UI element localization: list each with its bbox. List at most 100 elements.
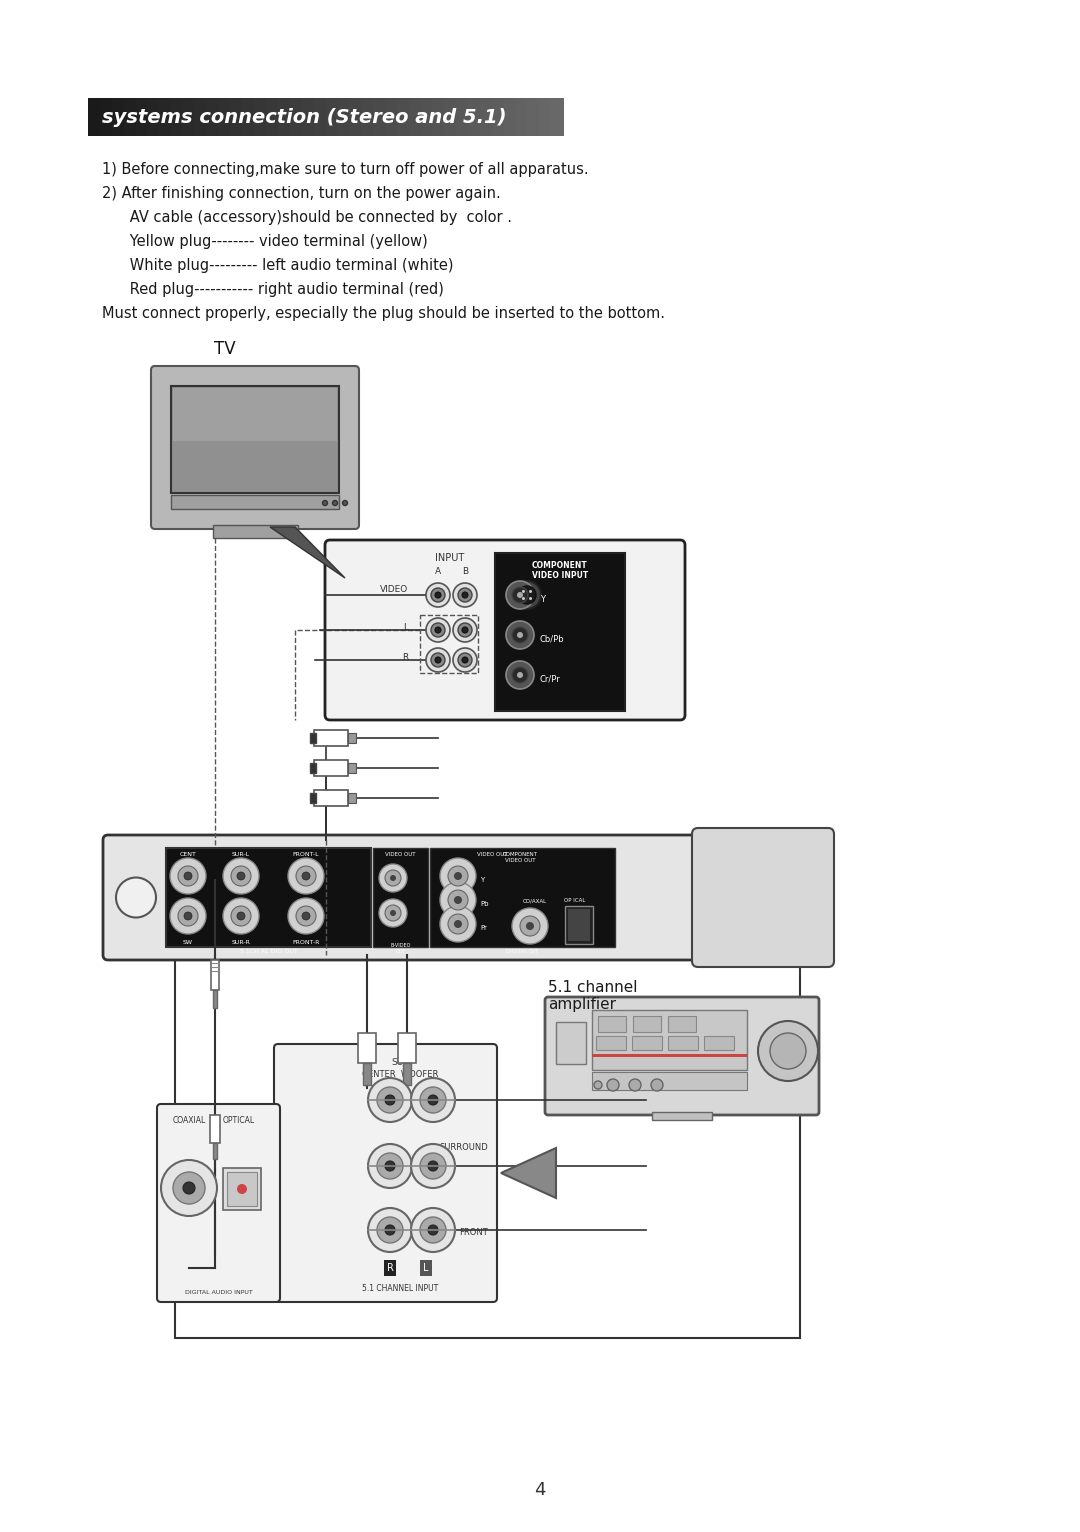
Text: Must connect properly, especially the plug should be inserted to the bottom.: Must connect properly, especially the pl… — [102, 306, 665, 322]
Text: DIGITAL OJT: DIGITAL OJT — [507, 948, 539, 954]
Circle shape — [758, 1020, 818, 1082]
Circle shape — [651, 1079, 663, 1091]
Bar — [266, 98, 279, 136]
Circle shape — [629, 1079, 642, 1091]
Circle shape — [368, 1209, 411, 1252]
Polygon shape — [501, 1147, 556, 1198]
Text: Cr/Pr: Cr/Pr — [540, 674, 561, 683]
Bar — [206, 98, 219, 136]
FancyBboxPatch shape — [157, 1105, 280, 1302]
Text: OP ICAL: OP ICAL — [565, 898, 585, 902]
Bar — [310, 763, 316, 774]
Circle shape — [518, 587, 536, 604]
Bar — [159, 98, 172, 136]
Circle shape — [517, 673, 523, 679]
Bar — [598, 1016, 626, 1033]
Text: CO/AXAL: CO/AXAL — [523, 898, 548, 902]
Circle shape — [507, 660, 534, 689]
Circle shape — [426, 584, 450, 607]
Circle shape — [420, 1154, 446, 1180]
Circle shape — [342, 501, 348, 506]
Bar — [242, 98, 255, 136]
Bar — [301, 98, 314, 136]
Text: Yellow plug-------- video terminal (yellow): Yellow plug-------- video terminal (yell… — [102, 234, 428, 250]
FancyBboxPatch shape — [103, 835, 753, 961]
Text: SURROUND: SURROUND — [440, 1143, 488, 1152]
Bar — [652, 1112, 712, 1120]
Text: OPTICAL: OPTICAL — [222, 1115, 255, 1124]
Bar — [592, 1010, 747, 1069]
Bar — [314, 731, 348, 746]
Bar — [373, 98, 386, 136]
Circle shape — [428, 1226, 438, 1235]
Bar — [210, 1115, 220, 1143]
Bar — [669, 1016, 696, 1033]
Bar — [254, 98, 267, 136]
Text: CENT: CENT — [179, 852, 197, 856]
Circle shape — [178, 905, 198, 925]
Circle shape — [384, 870, 401, 885]
Bar — [556, 1022, 586, 1065]
Circle shape — [390, 875, 396, 881]
Bar — [337, 98, 350, 136]
Bar — [211, 961, 219, 990]
Text: TV: TV — [214, 340, 235, 358]
Bar — [596, 1036, 626, 1049]
Bar — [551, 98, 564, 136]
Circle shape — [368, 1079, 411, 1121]
Circle shape — [323, 501, 327, 506]
Text: COMPONENT
VIDEO OUT: COMPONENT VIDEO OUT — [502, 852, 538, 863]
FancyBboxPatch shape — [545, 997, 819, 1115]
Circle shape — [435, 657, 441, 663]
Circle shape — [183, 1183, 195, 1193]
Circle shape — [222, 898, 259, 935]
Bar — [503, 98, 516, 136]
Text: 5.1 CHANNEL INPUT: 5.1 CHANNEL INPUT — [363, 1284, 438, 1293]
Bar — [310, 794, 316, 803]
Circle shape — [288, 858, 324, 895]
Bar — [194, 98, 207, 136]
Text: SW: SW — [183, 941, 193, 945]
Circle shape — [454, 921, 462, 928]
Text: systems connection (Stereo and 5.1): systems connection (Stereo and 5.1) — [102, 107, 507, 127]
Bar — [495, 553, 625, 711]
Circle shape — [431, 588, 445, 602]
Circle shape — [384, 1226, 395, 1235]
Bar — [632, 1036, 662, 1049]
Circle shape — [440, 858, 476, 895]
Circle shape — [231, 866, 251, 885]
Circle shape — [462, 627, 468, 633]
Circle shape — [161, 1160, 217, 1216]
Circle shape — [296, 866, 316, 885]
Circle shape — [377, 1154, 403, 1180]
FancyBboxPatch shape — [151, 366, 359, 529]
Bar — [230, 98, 243, 136]
Circle shape — [458, 653, 472, 666]
Bar — [87, 98, 100, 136]
Bar — [348, 794, 356, 803]
Text: L: L — [423, 1262, 429, 1273]
Bar — [218, 98, 231, 136]
Bar — [592, 1054, 747, 1057]
Circle shape — [507, 581, 534, 610]
Circle shape — [411, 1209, 455, 1252]
Bar — [171, 98, 184, 136]
Text: B-VIDEO
OUT: B-VIDEO OUT — [390, 944, 410, 954]
Bar — [430, 849, 615, 947]
Circle shape — [507, 620, 534, 650]
Text: VIDEO: VIDEO — [380, 585, 408, 594]
Text: 5.1 channel
amplifier: 5.1 channel amplifier — [548, 980, 637, 1013]
Text: R: R — [387, 1262, 393, 1273]
Text: FRONT: FRONT — [459, 1229, 488, 1236]
Bar — [704, 1036, 734, 1049]
Bar — [173, 388, 337, 441]
Circle shape — [384, 905, 401, 921]
Bar — [565, 905, 593, 944]
Circle shape — [453, 648, 477, 673]
Text: A: A — [435, 567, 441, 576]
Text: SUR-L: SUR-L — [232, 852, 251, 856]
Circle shape — [420, 1088, 446, 1114]
Bar — [213, 525, 297, 538]
Bar — [171, 495, 339, 509]
Bar — [348, 732, 356, 743]
